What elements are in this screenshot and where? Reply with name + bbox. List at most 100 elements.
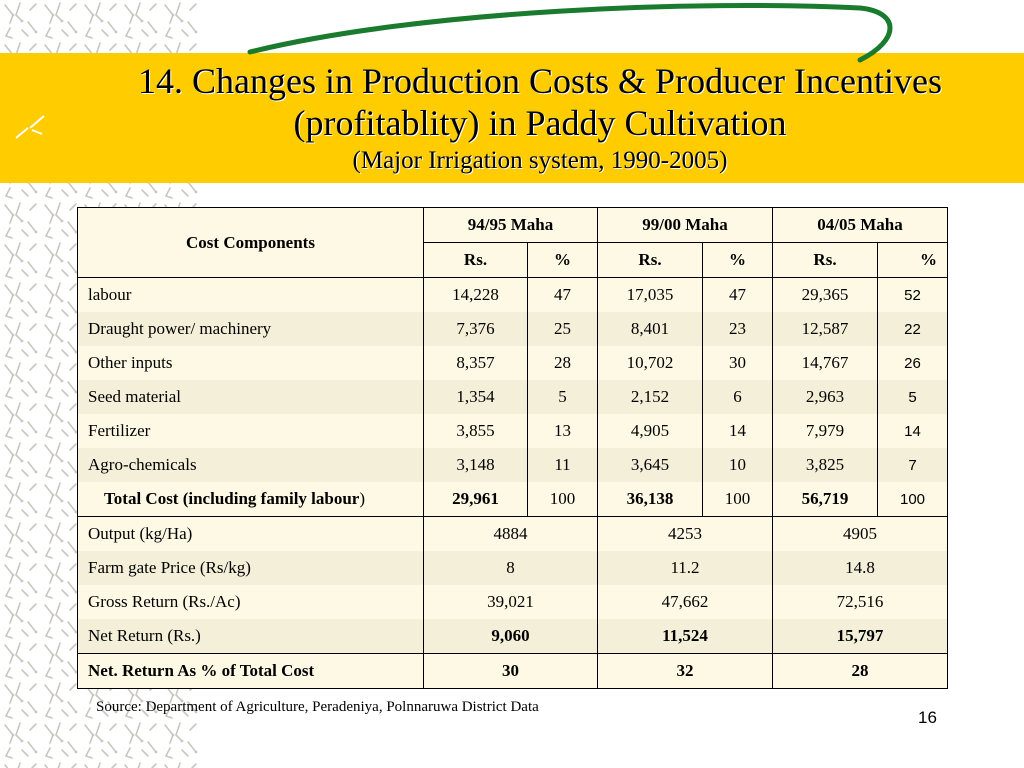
cell-rs: 36,138 bbox=[597, 482, 703, 517]
cell-pct: 14 bbox=[877, 414, 948, 448]
table-row: Draught power/ machinery 7,376 25 8,401 … bbox=[77, 312, 948, 346]
row-label: Other inputs bbox=[77, 346, 424, 380]
cell-pct: 7 bbox=[877, 448, 948, 482]
unit-header-pct: % bbox=[877, 242, 948, 278]
title-banner bbox=[0, 53, 1024, 183]
cell-rs: 3,825 bbox=[772, 448, 878, 482]
table-row: Output (kg/Ha) 4884 4253 4905 bbox=[77, 516, 948, 551]
cell-rs: 12,587 bbox=[772, 312, 878, 346]
cell-value: 11,524 bbox=[597, 619, 773, 654]
cell-rs: 17,035 bbox=[597, 277, 703, 312]
slide-title: 14. Changes in Production Costs & Produc… bbox=[40, 60, 1024, 178]
green-swoosh bbox=[15, 2, 893, 139]
cell-pct: 100 bbox=[877, 482, 948, 517]
cell-pct: 28 bbox=[527, 346, 598, 380]
table-row: Farm gate Price (Rs/kg) 8 11.2 14.8 bbox=[77, 551, 948, 585]
cell-rs: 8,401 bbox=[597, 312, 703, 346]
row-label: Gross Return (Rs./Ac) bbox=[77, 585, 424, 619]
cell-value: 39,021 bbox=[423, 585, 598, 619]
cell-rs: 2,152 bbox=[597, 380, 703, 414]
cell-value: 11.2 bbox=[597, 551, 773, 585]
cell-rs: 56,719 bbox=[772, 482, 878, 517]
cell-rs: 3,855 bbox=[423, 414, 528, 448]
total-label-tail: ) bbox=[359, 489, 366, 508]
cell-rs: 29,365 bbox=[772, 277, 878, 312]
page-number: 16 bbox=[918, 708, 937, 727]
cell-rs: 29,961 bbox=[423, 482, 528, 517]
cell-pct: 13 bbox=[527, 414, 598, 448]
cell-pct: 52 bbox=[877, 277, 948, 312]
cell-pct: 26 bbox=[877, 346, 948, 380]
table-row: Gross Return (Rs./Ac) 39,021 47,662 72,5… bbox=[77, 585, 948, 619]
row-label: Farm gate Price (Rs/kg) bbox=[77, 551, 424, 585]
table-row: Net Return (Rs.) 9,060 11,524 15,797 bbox=[77, 619, 948, 654]
cell-pct: 22 bbox=[877, 312, 948, 346]
row-label: labour bbox=[77, 277, 424, 312]
cell-pct: 47 bbox=[702, 277, 773, 312]
cell-pct: 100 bbox=[527, 482, 598, 517]
cell-value: 4253 bbox=[597, 516, 773, 551]
cell-pct: 5 bbox=[877, 380, 948, 414]
source-note: Source: Department of Agriculture, Perad… bbox=[96, 699, 539, 715]
cell-rs: 7,376 bbox=[423, 312, 528, 346]
row-label: Total Cost (including family labour) bbox=[77, 482, 424, 517]
cost-table: Cost Components 94/95 Maha 99/00 Maha 04… bbox=[77, 207, 948, 689]
unit-header-rs: Rs. bbox=[772, 242, 878, 278]
row-label: Agro-chemicals bbox=[77, 448, 424, 482]
table-row: labour 14,228 47 17,035 47 29,365 52 bbox=[77, 277, 948, 312]
row-label: Seed material bbox=[77, 380, 424, 414]
row-label: Net. Return As % of Total Cost bbox=[77, 653, 424, 689]
cell-pct: 30 bbox=[702, 346, 773, 380]
table-row: Fertilizer 3,855 13 4,905 14 7,979 14 bbox=[77, 414, 948, 448]
row-label: Output (kg/Ha) bbox=[77, 516, 424, 551]
total-cost-row: Total Cost (including family labour) 29,… bbox=[77, 482, 948, 517]
cell-pct: 100 bbox=[702, 482, 773, 517]
title-line-2: (profitablity) in Paddy Cultivation bbox=[293, 103, 787, 143]
cell-rs: 2,963 bbox=[772, 380, 878, 414]
row-label: Draught power/ machinery bbox=[77, 312, 424, 346]
unit-header-pct: % bbox=[527, 242, 598, 278]
cell-rs: 14,767 bbox=[772, 346, 878, 380]
cell-value: 32 bbox=[597, 653, 773, 689]
unit-header-pct: % bbox=[702, 242, 773, 278]
cell-pct: 47 bbox=[527, 277, 598, 312]
cell-rs: 10,702 bbox=[597, 346, 703, 380]
cell-rs: 3,148 bbox=[423, 448, 528, 482]
cell-value: 9,060 bbox=[423, 619, 598, 654]
cell-pct: 23 bbox=[702, 312, 773, 346]
table-row: Seed material 1,354 5 2,152 6 2,963 5 bbox=[77, 380, 948, 414]
cell-value: 14.8 bbox=[772, 551, 948, 585]
cell-rs: 3,645 bbox=[597, 448, 703, 482]
row-label: Fertilizer bbox=[77, 414, 424, 448]
cell-rs: 1,354 bbox=[423, 380, 528, 414]
cell-rs: 8,357 bbox=[423, 346, 528, 380]
table-row: Agro-chemicals 3,148 11 3,645 10 3,825 7 bbox=[77, 448, 948, 482]
cell-pct: 10 bbox=[702, 448, 773, 482]
cell-pct: 25 bbox=[527, 312, 598, 346]
total-label: Total Cost (including family labour bbox=[104, 489, 360, 508]
slide-subtitle: (Major Irrigation system, 1990-2005) bbox=[352, 147, 728, 174]
cell-value: 4884 bbox=[423, 516, 598, 551]
cell-value: 30 bbox=[423, 653, 598, 689]
cell-rs: 4,905 bbox=[597, 414, 703, 448]
unit-header-rs: Rs. bbox=[423, 242, 528, 278]
table-row: Other inputs 8,357 28 10,702 30 14,767 2… bbox=[77, 346, 948, 380]
cell-value: 28 bbox=[772, 653, 948, 689]
cell-value: 4905 bbox=[772, 516, 948, 551]
cell-rs: 7,979 bbox=[772, 414, 878, 448]
row-label: Net Return (Rs.) bbox=[77, 619, 424, 654]
cost-components-header: Cost Components bbox=[77, 207, 424, 278]
cell-value: 72,516 bbox=[772, 585, 948, 619]
cell-value: 15,797 bbox=[772, 619, 948, 654]
cell-pct: 14 bbox=[702, 414, 773, 448]
cell-rs: 14,228 bbox=[423, 277, 528, 312]
cell-pct: 5 bbox=[527, 380, 598, 414]
period-header-2: 99/00 Maha bbox=[597, 207, 773, 243]
cell-pct: 6 bbox=[702, 380, 773, 414]
title-line-1: 14. Changes in Production Costs & Produc… bbox=[138, 61, 942, 101]
cell-value: 47,662 bbox=[597, 585, 773, 619]
cell-pct: 11 bbox=[527, 448, 598, 482]
cell-value: 8 bbox=[423, 551, 598, 585]
period-header-1: 94/95 Maha bbox=[423, 207, 598, 243]
net-return-pct-row: Net. Return As % of Total Cost 30 32 28 bbox=[77, 653, 948, 689]
